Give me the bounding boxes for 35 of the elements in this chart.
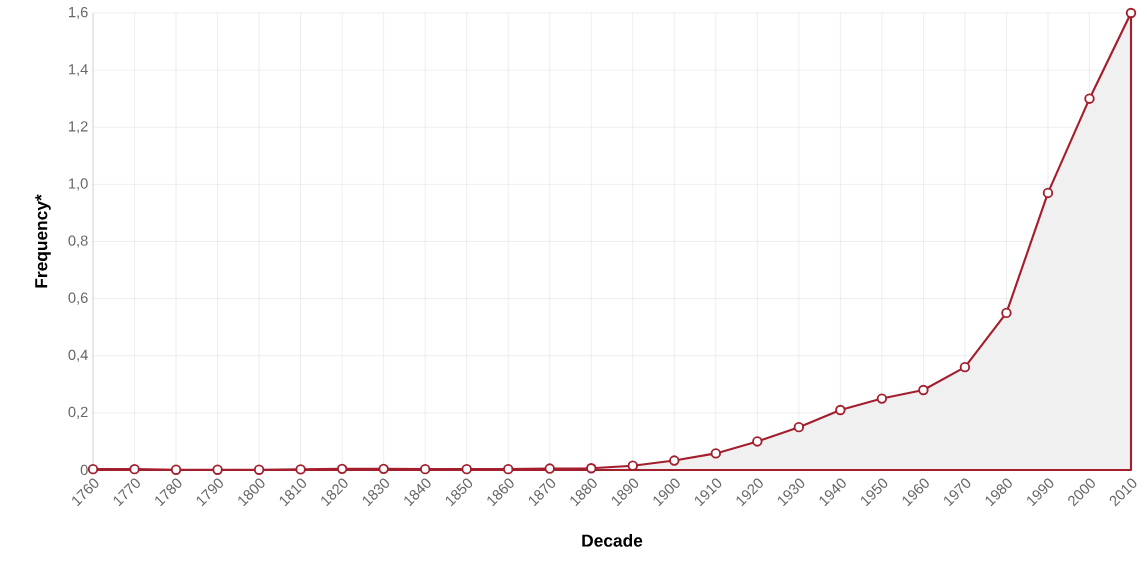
point <box>835 404 846 416</box>
point <box>170 464 182 475</box>
point <box>586 463 597 474</box>
y-tick-label: 1,4 <box>69 64 88 77</box>
y-axis-title: Frequency* <box>35 194 51 288</box>
point <box>461 463 472 475</box>
point <box>918 384 929 396</box>
y-tick-label: 1,6 <box>69 6 88 20</box>
y-tick-label: 0,4 <box>68 349 88 362</box>
point <box>669 455 680 466</box>
point <box>793 421 805 433</box>
point <box>1084 93 1095 104</box>
point <box>253 464 265 475</box>
point <box>503 463 514 475</box>
point <box>212 464 223 475</box>
point <box>876 393 888 404</box>
y-tick-label: 0,8 <box>68 235 88 248</box>
point <box>87 463 99 475</box>
y-tick-label: 0,2 <box>68 406 88 419</box>
y-tick-label: 1,0 <box>69 178 88 191</box>
point <box>544 463 555 474</box>
y-tick-label: 1,2 <box>69 121 88 134</box>
x-axis-title: Decade <box>582 534 643 547</box>
point <box>378 463 389 475</box>
point <box>959 361 971 373</box>
point <box>1042 187 1054 199</box>
point <box>129 463 140 475</box>
point <box>336 463 348 475</box>
y-tick-label: 0,6 <box>68 292 88 305</box>
point <box>295 464 306 475</box>
point <box>752 436 763 447</box>
y-tick-label: 0 <box>80 464 88 476</box>
point <box>1001 307 1012 319</box>
point <box>419 463 431 475</box>
point <box>710 448 722 459</box>
